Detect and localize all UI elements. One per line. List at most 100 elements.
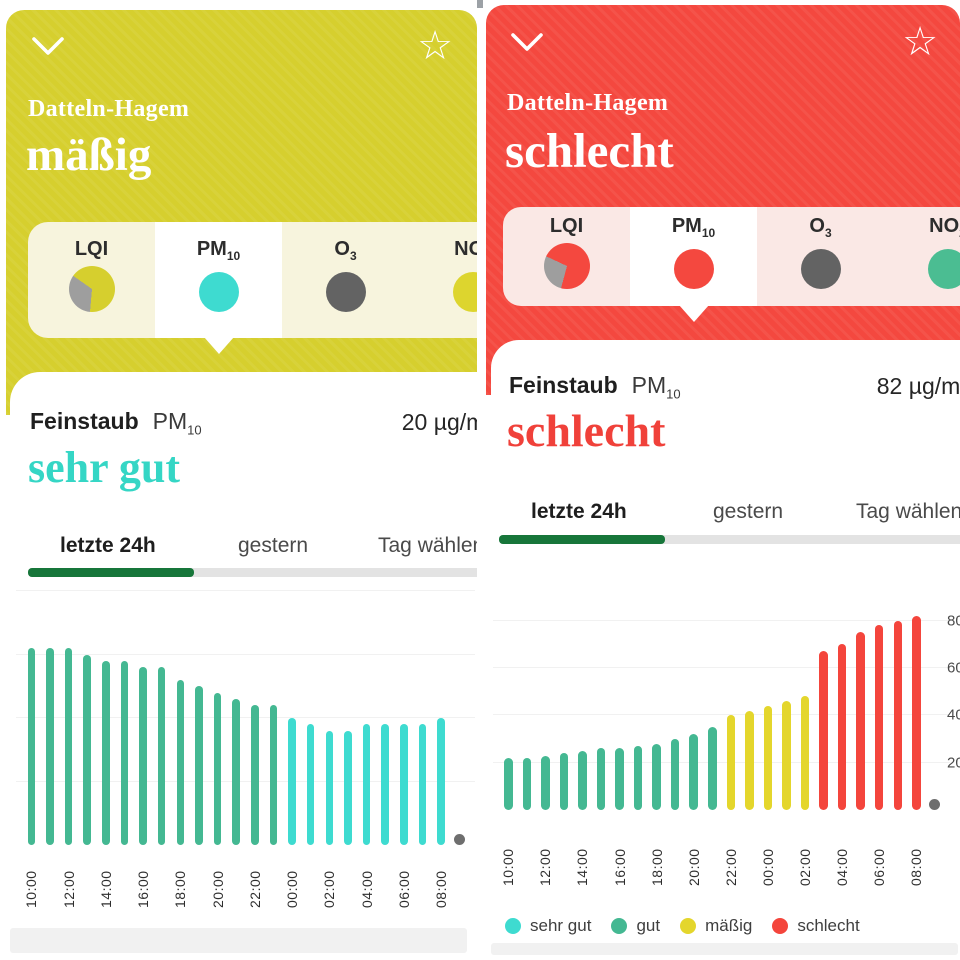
o3-dot-icon [800, 249, 841, 290]
chevron-down-icon[interactable] [30, 34, 66, 58]
bar-slot [320, 591, 339, 845]
range-tab-active-underline [28, 568, 194, 577]
tab-lqi[interactable]: LQI [503, 207, 630, 306]
x-tick-slot: 00:00 [759, 830, 778, 886]
x-tick-slot [264, 852, 283, 908]
air-quality-status: schlecht [505, 123, 674, 178]
y-tick-label: 80 [947, 612, 960, 630]
bar-slot [592, 585, 611, 810]
tab-o3[interactable]: O3 [757, 207, 884, 306]
tab-lqi[interactable]: LQI [28, 222, 155, 338]
pollutant-value: 82 µg/m³ [876, 373, 960, 399]
range-tab-last24h[interactable]: letzte 24h [60, 534, 156, 557]
x-tick-label: 04:00 [834, 848, 851, 886]
chevron-down-icon[interactable] [509, 30, 545, 54]
bar-slot [499, 585, 518, 810]
gridline [493, 714, 950, 716]
legend-item: sehr gut [505, 916, 591, 936]
x-tick-slot: 08:00 [907, 830, 926, 886]
bar-chart [16, 590, 475, 845]
no2-dot-icon [927, 249, 960, 290]
bar-slot [395, 591, 414, 845]
tab-pm10-label: PM [196, 238, 227, 260]
chart-bar [288, 718, 296, 845]
bar-slot [413, 591, 432, 845]
favorite-star-icon[interactable]: ☆ [902, 19, 938, 65]
bar-slot [907, 585, 926, 810]
status-bar-remnant [0, 0, 960, 8]
tab-pm10-label: PM [671, 215, 702, 237]
x-tick-label: 00:00 [284, 870, 301, 908]
pollutant-detail-row: Feinstaub PM10 82 µg/m³ [509, 372, 960, 402]
x-tick-slot [851, 830, 870, 886]
x-tick-slot: 00:00 [283, 852, 302, 908]
pollutant-status: sehr gut [28, 443, 180, 492]
bar-slot [97, 591, 116, 845]
x-tick-slot: 06:00 [395, 852, 414, 908]
x-tick-slot [555, 830, 574, 886]
tab-lqi-label: LQI [74, 238, 109, 260]
range-tab-yesterday[interactable]: gestern [713, 500, 784, 523]
chart-bar [344, 730, 352, 845]
bar-slot [536, 585, 555, 810]
x-tick-slot [41, 852, 60, 908]
chart-bar [689, 734, 698, 810]
x-tick-slot: 08:00 [432, 852, 451, 908]
x-tick-slot [376, 852, 395, 908]
range-tab-last24h[interactable]: letzte 24h [531, 500, 627, 523]
bar-slot [888, 585, 907, 810]
chart-bar [504, 757, 513, 810]
bar-chart: 20 40 60 80 [493, 585, 960, 810]
bar-slot [666, 585, 685, 810]
gridline [493, 761, 950, 763]
chart-legend: sehr gut gut mäßig schlecht [505, 916, 860, 936]
x-tick-slot: 22:00 [722, 830, 741, 886]
bar-slot [722, 585, 741, 810]
x-tick-slot: 04:00 [357, 852, 376, 908]
header-card [486, 5, 960, 395]
legend-label: schlecht [797, 916, 860, 935]
x-tick-slot [814, 830, 833, 886]
chart-bar [800, 696, 810, 810]
x-tick-slot: 02:00 [320, 852, 339, 908]
current-hour-dot [929, 799, 941, 810]
bar-slot [115, 591, 134, 845]
station-name: Datteln-Hagem [28, 96, 190, 122]
legend-dot-icon [505, 918, 521, 934]
tab-pm10[interactable]: PM10 [155, 222, 282, 338]
chart-bar [64, 648, 73, 845]
x-tick-slot [339, 852, 358, 908]
tab-o3[interactable]: O3 [282, 222, 409, 338]
tab-no2[interactable]: NO2 [409, 222, 477, 338]
x-tick-slot: 16:00 [134, 852, 153, 908]
x-tick-label: 14:00 [97, 870, 114, 908]
chart-bar [726, 715, 736, 810]
chart-bar [269, 705, 278, 845]
chart-bar [633, 746, 643, 810]
x-tick-slot [592, 830, 611, 886]
favorite-star-icon[interactable]: ☆ [417, 23, 453, 69]
x-tick-slot: 12:00 [536, 830, 555, 886]
bar-slot [870, 585, 889, 810]
chart-bar [176, 679, 185, 845]
chart-bar [522, 757, 532, 810]
y-tick-label: 40 [947, 706, 960, 724]
range-tab-pickday[interactable]: Tag wählen [378, 534, 477, 557]
chart-bar [708, 727, 717, 810]
tab-pm10[interactable]: PM10 [630, 207, 757, 306]
x-tick-slot: 02:00 [796, 830, 815, 886]
pm10-dot-icon [673, 249, 714, 290]
gridline [16, 590, 475, 591]
bar-slot [152, 591, 171, 845]
bar-slot [301, 591, 320, 845]
tab-no2[interactable]: NO2 [884, 207, 960, 306]
x-tick-slot [666, 830, 685, 886]
chart-bar [652, 743, 661, 810]
legend-item: gut [611, 916, 660, 936]
range-tab-yesterday[interactable]: gestern [238, 534, 309, 557]
x-tick-slot [703, 830, 722, 886]
x-tick-slot: 14:00 [97, 852, 116, 908]
bar-slot [78, 591, 97, 845]
x-tick-label: 08:00 [433, 870, 450, 908]
range-tab-pickday[interactable]: Tag wählen [856, 500, 960, 523]
